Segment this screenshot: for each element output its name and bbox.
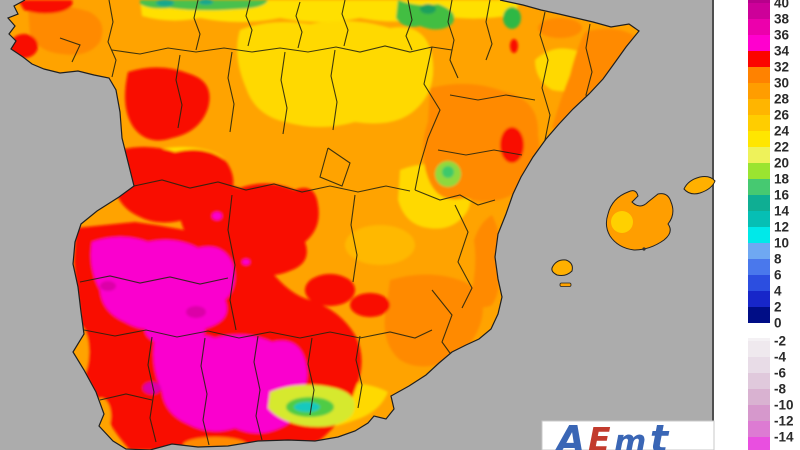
scale-band [748, 275, 770, 291]
province-borders [59, 0, 595, 446]
scale-band [748, 131, 770, 147]
balearic-islands [551, 176, 716, 287]
scale-label: 40 [774, 0, 789, 11]
scale-band [748, 227, 770, 243]
logo-text: AE mt [553, 417, 670, 450]
scale-label: 4 [774, 284, 782, 299]
island-mallorca [605, 190, 674, 251]
scale-label: -10 [774, 398, 794, 413]
scale-label: 30 [774, 76, 789, 91]
scale-band [748, 3, 770, 19]
scale-band [748, 0, 770, 3]
scale-label: -6 [774, 366, 786, 381]
scale-band [748, 421, 770, 437]
coastline [6, 0, 640, 450]
scale-label: -4 [774, 350, 786, 365]
scale-band [748, 179, 770, 195]
scale-label: 2 [774, 300, 782, 315]
scale-band [748, 115, 770, 131]
temperature-scale-negative: -2-4-6-8-10-12-14 [748, 334, 794, 450]
scale-band [748, 19, 770, 35]
logo-box [541, 420, 715, 450]
scale-band [748, 147, 770, 163]
island-ibiza [551, 259, 573, 276]
scale-band [748, 35, 770, 51]
scale-band [748, 338, 770, 341]
scale-label: -2 [774, 334, 786, 349]
scale-band [748, 291, 770, 307]
scale-band [748, 389, 770, 405]
scale-label: 38 [774, 12, 790, 27]
scale-label: 20 [774, 156, 789, 171]
scale-band [748, 243, 770, 259]
scale-label: 14 [774, 204, 790, 219]
scale-label: 0 [774, 316, 782, 331]
scale-label: 6 [774, 268, 782, 283]
scale-band [748, 373, 770, 389]
panel-divider [712, 0, 714, 450]
scale-band [748, 195, 770, 211]
scale-label: 28 [774, 92, 790, 107]
scale-label: 32 [774, 60, 789, 75]
scale-band [748, 211, 770, 227]
scale-band [748, 67, 770, 83]
island-menorca [683, 176, 716, 195]
scale-band [748, 437, 770, 450]
scale-label: 26 [774, 108, 790, 123]
scale-label: 22 [774, 140, 789, 155]
scale-band [748, 51, 770, 67]
scale-band [748, 83, 770, 99]
island-formentera [559, 282, 572, 287]
scale-band [748, 405, 770, 421]
scale-label: 34 [774, 44, 790, 59]
aemet-logo: AE mt [541, 417, 715, 450]
scale-label: 18 [774, 172, 790, 187]
scale-label: 8 [774, 252, 782, 267]
island-cabrera [642, 247, 646, 251]
scale-band [748, 341, 770, 357]
scale-label: 12 [774, 220, 789, 235]
scale-band [748, 357, 770, 373]
scale-label: -12 [774, 414, 794, 429]
scale-band [748, 307, 770, 323]
scale-band [748, 99, 770, 115]
scale-label: -8 [774, 382, 786, 397]
scale-label: 36 [774, 28, 790, 43]
scale-band [748, 259, 770, 275]
scale-label: 16 [774, 188, 790, 203]
scale-label: 10 [774, 236, 789, 251]
scale-label: -14 [774, 430, 794, 445]
scale-band [748, 163, 770, 179]
temperature-shading [10, 0, 635, 450]
spain-mainland [6, 0, 640, 450]
scale-label: 24 [774, 124, 790, 139]
